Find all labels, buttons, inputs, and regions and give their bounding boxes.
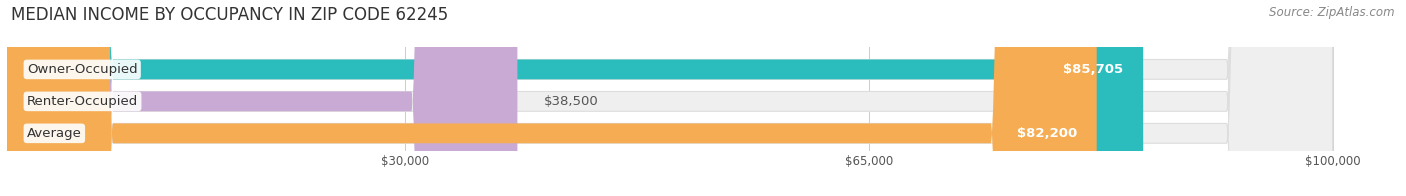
Text: Average: Average [27,127,82,140]
Text: Source: ZipAtlas.com: Source: ZipAtlas.com [1270,6,1395,19]
Text: MEDIAN INCOME BY OCCUPANCY IN ZIP CODE 62245: MEDIAN INCOME BY OCCUPANCY IN ZIP CODE 6… [11,6,449,24]
Text: $82,200: $82,200 [1017,127,1077,140]
FancyBboxPatch shape [7,0,1097,196]
FancyBboxPatch shape [7,0,1333,196]
Text: Owner-Occupied: Owner-Occupied [27,63,138,76]
FancyBboxPatch shape [7,0,1333,196]
FancyBboxPatch shape [7,0,1143,196]
Text: $38,500: $38,500 [544,95,599,108]
FancyBboxPatch shape [7,0,1333,196]
FancyBboxPatch shape [7,0,517,196]
Text: $85,705: $85,705 [1063,63,1123,76]
Text: Renter-Occupied: Renter-Occupied [27,95,138,108]
